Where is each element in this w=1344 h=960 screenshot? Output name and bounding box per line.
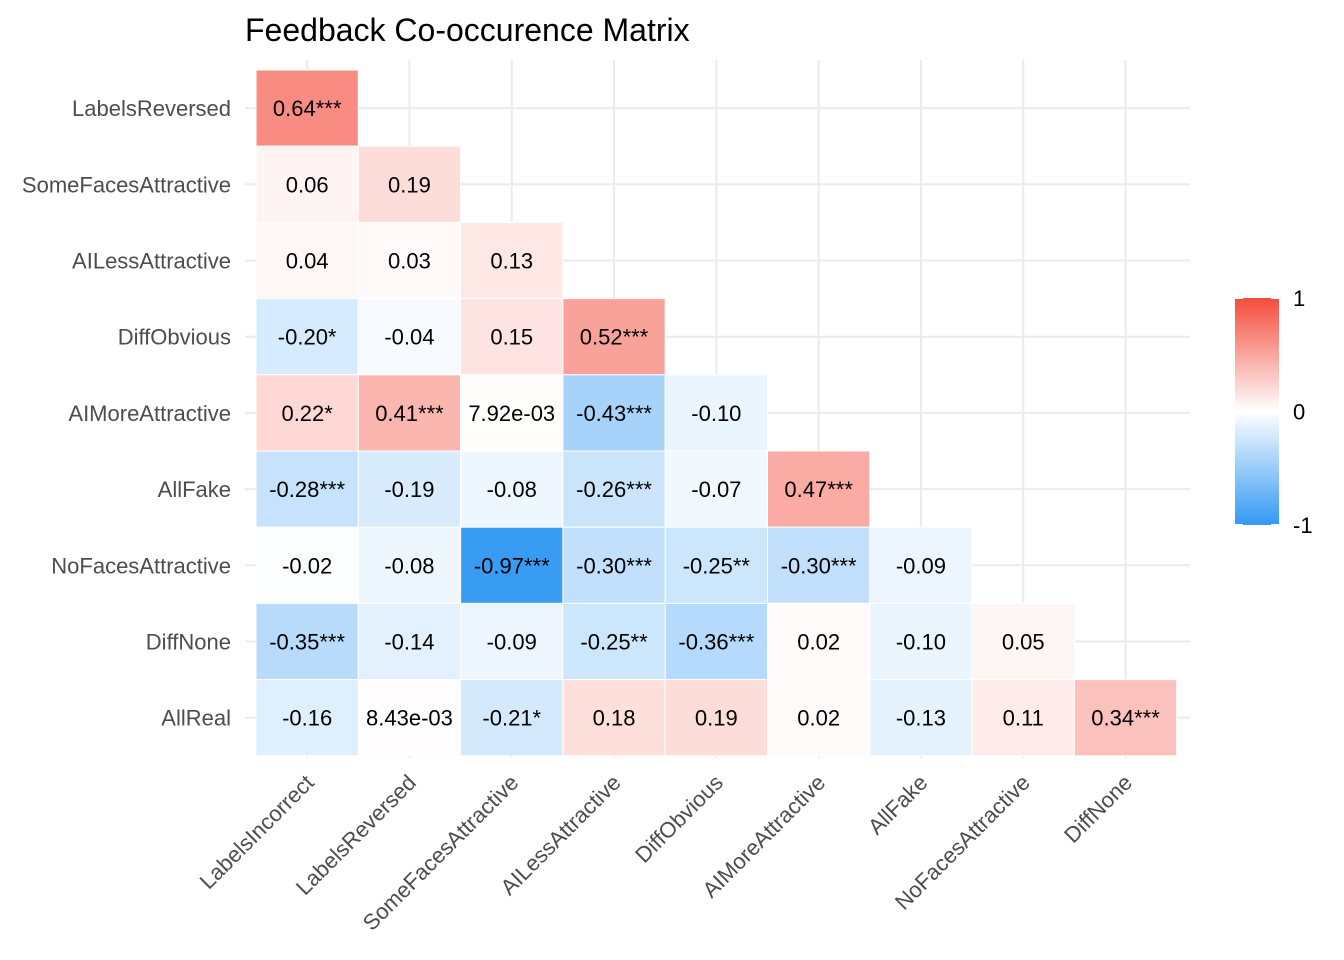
legend-tick-label: 0 xyxy=(1293,400,1305,425)
heatmap-cell xyxy=(357,298,462,376)
x-tick-diff-none: DiffNone xyxy=(1059,770,1137,848)
cell-value-label: 7.92e-03 xyxy=(468,401,555,426)
heatmap-cell xyxy=(971,602,1075,681)
heatmap-cell xyxy=(562,374,666,452)
heatmap-cell xyxy=(357,526,462,604)
cell-value-label: -0.25** xyxy=(580,630,648,655)
cell-value-label: 0.19 xyxy=(695,706,738,731)
cell-value-label: 0.52*** xyxy=(580,325,649,350)
heatmap-cell xyxy=(767,602,871,681)
cell-value-label: 0.06 xyxy=(286,172,329,197)
cell-value-label: -0.43*** xyxy=(576,401,652,426)
y-tick-labels-reversed: LabelsReversed xyxy=(72,96,231,121)
cell-value-label: 0.22* xyxy=(281,401,333,426)
heatmap-cell xyxy=(767,526,871,604)
cell-value-label: -0.97*** xyxy=(474,553,550,578)
x-tick-diff-obvious: DiffObvious xyxy=(630,770,728,868)
x-axis-tick-labels: LabelsIncorrectLabelsReversedSomeFacesAt… xyxy=(195,770,1137,936)
heatmap-cell xyxy=(357,221,462,300)
heatmap-cell xyxy=(255,602,359,681)
heatmap-cell xyxy=(357,679,462,757)
color-legend: 1 0 -1 xyxy=(1235,286,1313,538)
cell-value-label: 8.43e-03 xyxy=(366,706,453,731)
heatmap-cell xyxy=(869,526,973,604)
cell-value-label: -0.09 xyxy=(487,630,537,655)
cell-value-label: -0.14 xyxy=(384,630,434,655)
heatmap-cell xyxy=(357,145,462,223)
heatmap-cell xyxy=(664,679,769,757)
heatmap-cell xyxy=(1073,679,1178,757)
cell-value-label: 0.47*** xyxy=(784,477,853,502)
cell-value-label: -0.10 xyxy=(896,630,946,655)
cell-value-label: -0.08 xyxy=(384,553,434,578)
cell-value-label: 0.19 xyxy=(388,172,431,197)
cell-value-label: -0.21* xyxy=(482,706,541,731)
legend-tick-label: 1 xyxy=(1293,286,1305,311)
chart-title: Feedback Co-occurence Matrix xyxy=(245,12,690,48)
cell-value-label: -0.25** xyxy=(683,553,751,578)
y-tick-no-faces-attractive: NoFacesAttractive xyxy=(51,553,231,578)
heatmap-cell xyxy=(255,298,359,376)
heatmap-cell xyxy=(357,450,462,528)
cell-value-label: -0.08 xyxy=(487,477,537,502)
cell-value-label: -0.30*** xyxy=(781,553,857,578)
cell-value-label: -0.16 xyxy=(282,706,332,731)
heatmap-cell xyxy=(255,69,359,147)
heatmap-cell xyxy=(562,450,666,528)
cell-value-label: 0.13 xyxy=(490,249,533,274)
heatmap-cell xyxy=(664,374,769,452)
cell-value-label: 0.05 xyxy=(1002,630,1045,655)
heatmap-cell xyxy=(869,679,973,757)
heatmap-cell xyxy=(255,221,359,300)
cell-value-label: -0.30*** xyxy=(576,553,652,578)
y-tick-aimore-attractive: AIMoreAttractive xyxy=(68,401,231,426)
heatmap-cell xyxy=(562,298,666,376)
heatmap-cell xyxy=(460,526,564,604)
cell-value-label: -0.35*** xyxy=(269,630,345,655)
cell-value-label: 0.18 xyxy=(593,706,636,731)
heatmap-cell xyxy=(971,679,1075,757)
cell-value-label: -0.02 xyxy=(282,553,332,578)
y-tick-diff-none: DiffNone xyxy=(146,630,231,655)
cell-value-label: 0.03 xyxy=(388,249,431,274)
y-tick-some-faces-attractive: SomeFacesAttractive xyxy=(22,172,231,197)
cell-value-label: 0.11 xyxy=(1003,706,1044,731)
cell-value-label: 0.02 xyxy=(797,630,840,655)
cell-value-label: -0.20* xyxy=(278,325,337,350)
cell-value-label: -0.26*** xyxy=(576,477,652,502)
heatmap-cell xyxy=(460,221,564,300)
y-tick-diff-obvious: DiffObvious xyxy=(118,325,231,350)
cell-value-label: -0.04 xyxy=(384,325,434,350)
cell-value-label: -0.13 xyxy=(896,706,946,731)
y-tick-ailess-attractive: AILessAttractive xyxy=(72,249,231,274)
cell-value-label: -0.19 xyxy=(384,477,434,502)
cell-value-label: 0.04 xyxy=(286,249,329,274)
cell-value-label: -0.10 xyxy=(691,401,741,426)
x-tick-all-fake: AllFake xyxy=(863,770,933,840)
heatmap-cells: 0.64*** 0.06 0.19 0.04 0.03 0.13 -0.20* -0.04 0.… xyxy=(255,69,1178,757)
cell-value-label: -0.28*** xyxy=(269,477,345,502)
cell-value-label: 0.34*** xyxy=(1091,706,1160,731)
heatmap-cell xyxy=(869,602,973,681)
y-axis-tick-labels: LabelsReversed SomeFacesAttractive AILessA… xyxy=(22,96,231,731)
cell-value-label: 0.15 xyxy=(490,325,533,350)
y-tick-all-fake: AllFake xyxy=(158,477,231,502)
heatmap-cell xyxy=(255,679,359,757)
heatmap-cell xyxy=(562,602,666,681)
heatmap-cell xyxy=(460,679,564,757)
cell-value-label: 0.64*** xyxy=(273,96,342,121)
cell-value-label: -0.07 xyxy=(691,477,741,502)
cell-value-label: 0.02 xyxy=(797,706,840,731)
cell-value-label: 0.41*** xyxy=(375,401,444,426)
heatmap-cell xyxy=(460,298,564,376)
legend-tick-label: -1 xyxy=(1293,513,1313,538)
y-tick-all-real: AllReal xyxy=(161,706,231,731)
cell-value-label: -0.36*** xyxy=(678,630,754,655)
cell-value-label: -0.09 xyxy=(896,553,946,578)
heatmap-cell xyxy=(767,450,871,528)
